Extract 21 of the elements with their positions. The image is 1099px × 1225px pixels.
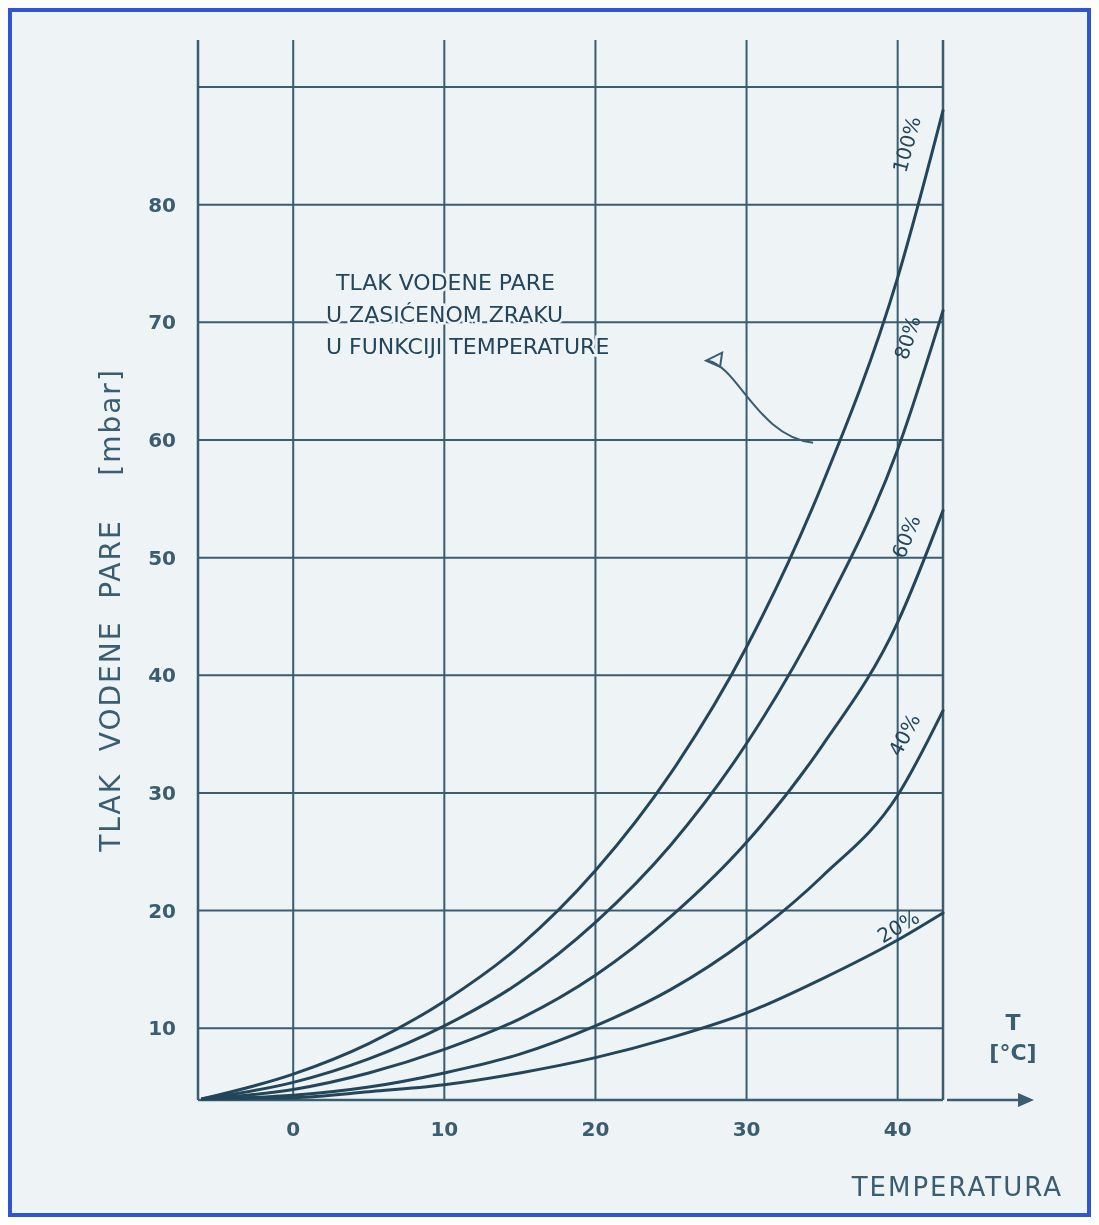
y-tick-label: 30 xyxy=(148,780,176,805)
text: 20% xyxy=(873,904,924,949)
x-tick-label: 10 xyxy=(430,1117,459,1141)
y-tick-label: 20 xyxy=(148,898,176,923)
x-axis-title: TEMPERATURA xyxy=(850,1172,1063,1202)
x-tick-label: 30 xyxy=(732,1117,761,1141)
text: 80% xyxy=(889,312,926,363)
y-tick-label: 50 xyxy=(148,545,176,570)
y-tick-label: 40 xyxy=(148,663,176,688)
text: T [°C] xyxy=(989,1010,1037,1065)
text: 40% xyxy=(883,709,926,761)
y-tick-label: 70 xyxy=(148,310,176,335)
y-tick-label: 60 xyxy=(148,428,176,452)
y-axis-title: TLAK VODENE PARE [mbar] xyxy=(94,368,127,853)
x-tick-label: 40 xyxy=(883,1117,912,1141)
text: 100% xyxy=(887,113,926,176)
y-tick-label: 10 xyxy=(148,1016,176,1041)
x-tick-label: 20 xyxy=(581,1117,610,1141)
x-tick-label: 0 xyxy=(286,1117,301,1141)
y-tick-label: 80 xyxy=(148,192,176,217)
text: 60% xyxy=(886,511,926,562)
